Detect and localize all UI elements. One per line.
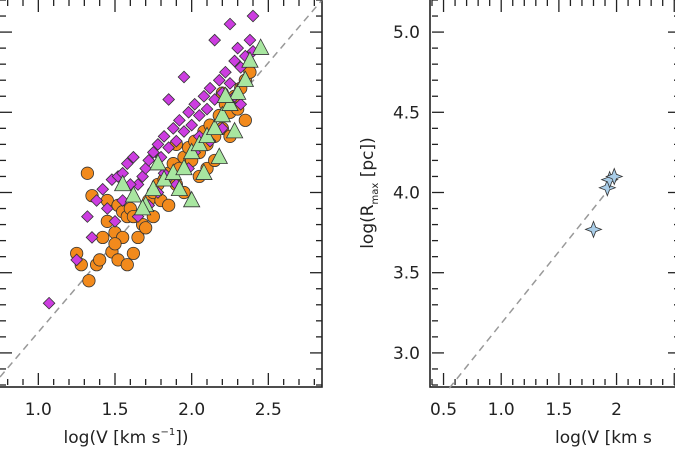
- data-point-diamond: [85, 231, 99, 244]
- data-point-star4: [584, 220, 603, 239]
- data-point-diamond: [100, 202, 114, 215]
- reference-line-right: [448, 179, 618, 389]
- x-tick-label: 2.0: [178, 400, 205, 420]
- data-point-triangle: [175, 158, 193, 176]
- data-point-triangle: [195, 163, 213, 180]
- data-point-triangle: [133, 198, 152, 216]
- y-tick-label: 3.5: [393, 264, 420, 284]
- data-point-diamond: [157, 129, 171, 143]
- ticks-right: 0.5 1.0 1.5 2 3.0 3.5 4.0 4.5 5.0: [393, 0, 675, 420]
- data-point-triangle: [216, 86, 235, 103]
- data-point-diamond: [151, 138, 165, 151]
- points-left: [42, 9, 270, 310]
- data-point-triangle: [241, 51, 259, 68]
- data-point-diamond: [162, 93, 176, 106]
- data-point-triangle: [210, 147, 229, 164]
- data-point-diamond: [228, 54, 241, 68]
- x-tick-label: 2: [611, 400, 622, 420]
- data-point-diamond: [96, 182, 110, 196]
- data-point-star4: [598, 178, 617, 197]
- data-point-diamond: [90, 194, 103, 207]
- data-point-diamond: [188, 97, 202, 111]
- x-tick-label: 1.0: [488, 400, 515, 420]
- data-point-diamond: [162, 141, 176, 154]
- data-point-diamond: [219, 65, 232, 79]
- data-point-diamond: [116, 194, 130, 207]
- plot-frame-right: [429, 0, 675, 388]
- x-axis-label-right: log(V [km s: [555, 428, 652, 448]
- data-point-diamond: [182, 105, 195, 119]
- data-point-diamond: [231, 41, 245, 55]
- x-tick-label: 1.5: [545, 400, 572, 420]
- data-point-diamond: [108, 215, 122, 228]
- data-point-diamond: [234, 97, 248, 111]
- data-point-circle: [162, 198, 176, 212]
- data-point-diamond: [243, 33, 257, 47]
- ticks-left: 1.0 1.5 2.0 2.5: [0, 0, 322, 420]
- data-point-diamond: [203, 81, 217, 95]
- data-point-diamond: [200, 102, 214, 116]
- data-point-triangle: [124, 185, 143, 203]
- data-point-triangle: [170, 179, 189, 196]
- data-point-circle: [126, 246, 140, 261]
- data-point-triangle: [225, 121, 244, 139]
- data-point-star4: [605, 167, 624, 186]
- data-point-triangle: [182, 190, 201, 208]
- data-point-triangle: [228, 83, 247, 100]
- data-point-diamond: [223, 77, 237, 90]
- data-point-circle: [80, 166, 95, 180]
- data-point-triangle: [236, 70, 255, 87]
- data-point-diamond: [192, 109, 206, 122]
- data-point-circle: [93, 253, 107, 267]
- data-point-diamond: [177, 70, 191, 84]
- data-point-diamond: [169, 134, 183, 148]
- x-tick-label: 0.5: [430, 400, 457, 420]
- data-point-circle: [139, 221, 153, 235]
- data-point-triangle: [144, 179, 163, 196]
- data-point-diamond: [177, 125, 191, 138]
- data-point-diamond: [185, 118, 199, 132]
- data-point-diamond: [120, 157, 134, 170]
- data-point-triangle: [149, 153, 167, 171]
- data-point-diamond: [127, 150, 140, 164]
- data-point-diamond: [42, 296, 56, 310]
- x-tick-label: 1.5: [101, 400, 128, 420]
- y-tick-label: 4.0: [393, 184, 420, 204]
- y-tick-label: 3.0: [393, 344, 420, 364]
- data-point-diamond: [146, 146, 160, 159]
- data-point-diamond: [81, 210, 94, 223]
- data-point-diamond: [166, 121, 180, 135]
- x-axis-label-left: log(V [km s−1]): [64, 427, 189, 448]
- data-point-diamond: [70, 253, 84, 267]
- data-point-circle: [82, 274, 96, 288]
- data-point-triangle: [213, 105, 232, 123]
- data-point-diamond: [208, 33, 222, 47]
- x-tick-label: 2.5: [255, 400, 282, 420]
- data-point-circle: [108, 237, 122, 251]
- reference-line-left: [0, 0, 323, 378]
- data-point-circle: [238, 113, 252, 127]
- panel-right: 0.5 1.0 1.5 2 3.0 3.5 4.0 4.5 5.0 log(V [km s lo…: [358, 0, 675, 448]
- data-point-triangle: [251, 38, 270, 55]
- data-point-diamond: [212, 73, 226, 87]
- data-point-diamond: [246, 9, 260, 23]
- y-axis-label-right: log(Rmax [pc]): [358, 137, 381, 249]
- data-point-diamond: [142, 154, 156, 167]
- data-point-diamond: [197, 89, 211, 103]
- y-tick-label: 4.5: [393, 103, 420, 123]
- points-right: [584, 167, 624, 239]
- data-point-diamond: [173, 113, 186, 127]
- y-tick-label: 5.0: [393, 23, 420, 43]
- data-point-diamond: [223, 17, 237, 31]
- data-point-triangle: [205, 118, 224, 136]
- data-point-circle: [120, 258, 134, 272]
- data-point-circle: [96, 230, 110, 245]
- panel-left: 1.0 1.5 2.0 2.5 log(V [km s−1]): [0, 0, 323, 448]
- x-tick-label: 1.0: [25, 400, 52, 420]
- data-point-triangle: [113, 174, 132, 192]
- data-point-circle: [131, 230, 145, 245]
